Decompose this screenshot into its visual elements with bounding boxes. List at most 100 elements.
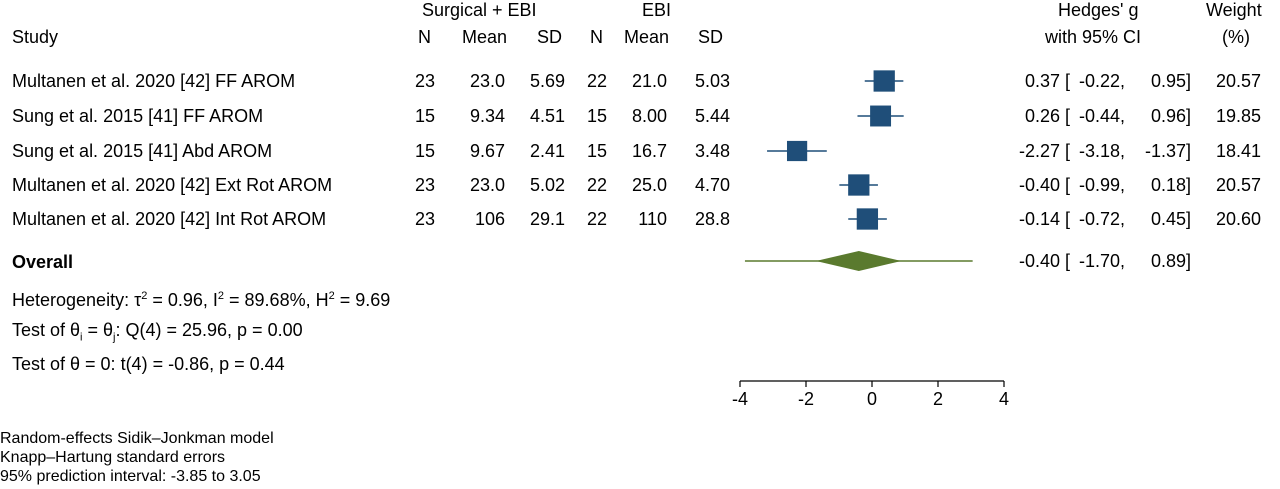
mean2-cell: 21.0 [631,71,667,91]
group2-header: EBI [642,0,672,20]
n2-cell: 15 [586,106,607,126]
test1-eq: = [82,320,104,340]
es-cell: -0.14 [1018,209,1060,229]
mean1-cell: 23.0 [469,71,505,91]
es-cell: 0.37 [1024,71,1060,91]
test1-result: : Q(4) = 25.96, p = 0.00 [115,320,303,340]
overall-ci-lower: -1.70, [1078,251,1125,271]
sub-j: j [113,331,116,344]
i2-value: = 89.68%, H [224,290,329,310]
mean1-cell: 9.34 [469,106,505,126]
effect-marker [848,174,870,196]
sd1-cell: 2.41 [529,141,565,161]
n1-cell: 23 [414,209,435,229]
footnote-model: Random-effects Sidik–Jonkman model [0,430,274,447]
sd1-cell: 5.02 [529,175,565,195]
weight-header-line2: (%) [1222,27,1250,47]
mean2-cell: 25.0 [631,175,667,195]
ci-upper: 0.96] [1150,106,1191,126]
homogeneity-test: Test of θi = θj: Q(4) = 25.96, p = 0.00 [12,320,303,348]
overall-ci-upper: 0.89] [1150,251,1191,271]
overall-ci-open: [ [1065,251,1071,271]
weight-cell: 20.60 [1215,209,1261,229]
overall-es: -0.40 [1018,251,1060,271]
x-tick-label: 0 [867,389,877,409]
es-cell: -2.27 [1018,141,1060,161]
es-cell: -0.40 [1018,175,1060,195]
study-header: Study [12,27,59,47]
ci-lower: -0.22, [1078,71,1125,91]
n2-cell: 22 [586,71,607,91]
effect-marker [856,208,879,230]
n1-header: N [418,27,431,47]
study-label: Sung et al. 2015 [41] FF AROM [12,106,264,126]
overall-label: Overall [12,252,74,272]
n1-cell: 23 [414,175,435,195]
theta-i: θ [70,320,81,340]
mean1-cell: 106 [474,209,505,229]
ci-open: [ [1065,71,1071,91]
ci-lower: -0.99, [1078,175,1125,195]
sd1-header: SD [537,27,563,47]
mean1-cell: 23.0 [469,175,505,195]
sd1-cell: 4.51 [529,106,565,126]
mean2-cell: 110 [638,209,667,229]
group1-header: Surgical + EBI [422,0,537,20]
ci-open: [ [1065,141,1071,161]
ci-upper: 0.45] [1150,209,1191,229]
es-header-line2: with 95% CI [1045,27,1142,47]
sub-i: i [80,331,83,344]
sd2-cell: 3.48 [694,141,730,161]
h2-sup: 2 [328,290,335,302]
sd1-cell: 29.1 [529,209,565,229]
es-header-line1: Hedges' g [1058,0,1139,20]
overall-diamond [815,251,902,271]
study-label: Multanen et al. 2020 [42] FF AROM [12,71,296,91]
x-tick-label: 4 [999,389,1009,409]
i2-sup: 2 [217,290,225,302]
n1-cell: 23 [414,71,435,91]
weight-cell: 20.57 [1215,175,1261,195]
footnote-se: Knapp–Hartung standard errors [0,449,226,466]
mean1-header: Mean [462,27,508,47]
sd2-cell: 4.70 [694,175,730,195]
sd2-cell: 28.8 [694,209,730,229]
es-cell: 0.26 [1024,106,1060,126]
ci-open: [ [1065,106,1071,126]
sd2-cell: 5.03 [694,71,730,91]
x-tick-label: -4 [732,389,748,409]
ci-upper: 0.18] [1150,175,1191,195]
ci-open: [ [1065,209,1071,229]
test1-prefix: Test of [12,320,71,340]
footnote-pi: 95% prediction interval: -3.85 to 3.05 [0,468,261,485]
tau-symbol: τ [134,290,142,310]
n1-cell: 15 [414,106,435,126]
ci-upper: -1.37] [1144,141,1191,161]
mean1-cell: 9.67 [469,141,505,161]
overall-effect-test: Test of θ = 0: t(4) = -0.86, p = 0.44 [12,354,285,374]
h2-value: = 9.69 [334,290,391,310]
ci-open: [ [1065,175,1071,195]
n2-header: N [590,27,603,47]
sd1-cell: 5.69 [529,71,565,91]
n2-cell: 22 [586,209,607,229]
ci-lower: -3.18, [1078,141,1125,161]
x-tick-label: 2 [933,389,943,409]
mean2-header: Mean [624,27,670,47]
heterogeneity-stats: Heterogeneity: τ2 = 0.96, I2 = 89.68%, H… [12,286,390,310]
weight-cell: 19.85 [1215,106,1261,126]
study-label: Multanen et al. 2020 [42] Ext Rot AROM [12,175,333,195]
mean2-cell: 16.7 [631,141,667,161]
x-tick-label: -2 [798,389,814,409]
effect-marker [786,140,808,162]
effect-marker [870,105,892,127]
ci-lower: -0.44, [1078,106,1125,126]
tau-sup: 2 [141,290,148,302]
theta-j: θ [103,320,114,340]
n1-cell: 15 [414,141,435,161]
weight-cell: 20.57 [1215,71,1261,91]
sd2-cell: 5.44 [694,106,730,126]
effect-marker [873,70,895,92]
weight-header-line1: Weight [1206,0,1262,20]
